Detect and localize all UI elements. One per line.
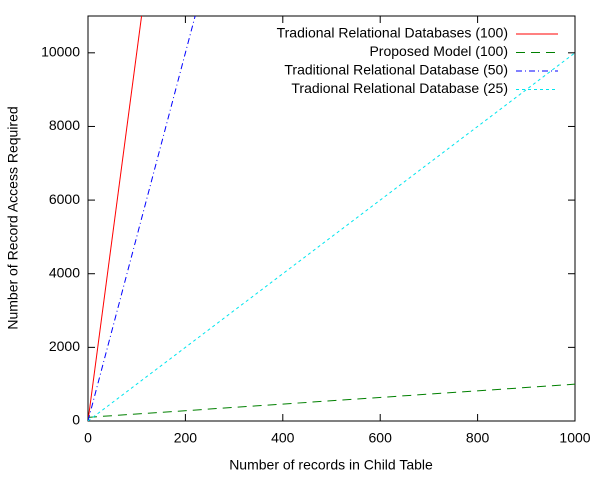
legend-label: Tradional Relational Databases (100) <box>277 25 508 41</box>
x-tick-label: 0 <box>84 430 92 446</box>
x-tick-label: 600 <box>369 430 393 446</box>
y-tick-label: 8000 <box>49 117 80 133</box>
series-line <box>88 16 196 421</box>
legend-label: Tradional Relational Database (25) <box>291 80 508 96</box>
plot-frame <box>87 15 576 422</box>
x-tick-label: 200 <box>174 430 198 446</box>
legend-label: Proposed Model (100) <box>369 43 508 59</box>
series-line <box>88 52 575 421</box>
y-tick-label: 10000 <box>41 44 80 60</box>
y-tick-label: 6000 <box>49 191 80 207</box>
x-tick-label: 400 <box>271 430 295 446</box>
x-axis-title: Number of records in Child Table <box>229 457 433 473</box>
x-tick-label: 1000 <box>559 430 590 446</box>
series-line <box>88 383 575 418</box>
y-tick-label: 2000 <box>49 338 80 354</box>
legend-label: Traditional Relational Database (50) <box>284 62 508 78</box>
y-tick-label: 4000 <box>49 264 80 280</box>
y-tick-label: 0 <box>72 412 80 428</box>
y-axis-title: Number of Record Access Required <box>5 106 21 329</box>
plot-area <box>88 16 575 421</box>
series-line <box>88 16 143 421</box>
x-tick-label: 800 <box>466 430 490 446</box>
